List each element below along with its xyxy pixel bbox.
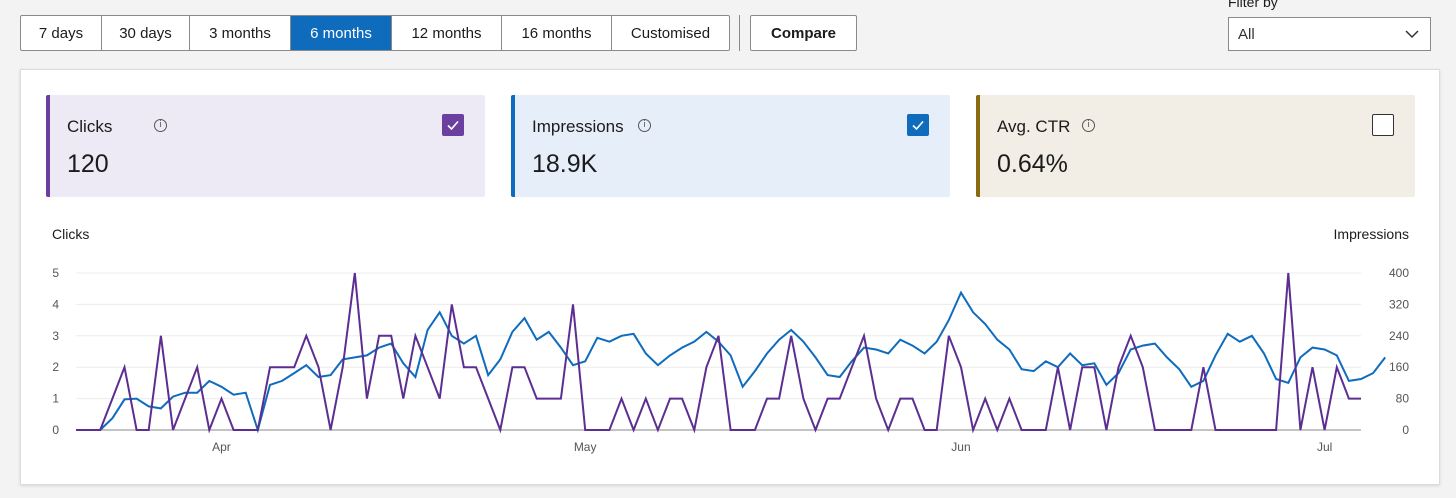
right-tick-label: 0	[1402, 423, 1409, 437]
left-axis-title: Clicks	[52, 226, 90, 242]
left-tick-label: 1	[52, 392, 59, 406]
left-tick-label: 4	[52, 297, 59, 311]
right-tick-label: 400	[1389, 266, 1409, 280]
chevron-down-icon	[1405, 30, 1419, 39]
metric-card-impressions[interactable]: Impressions i 18.9K	[511, 95, 950, 197]
range-option-30-days[interactable]: 30 days	[102, 16, 190, 50]
info-circle-icon[interactable]: i	[154, 119, 167, 132]
range-option-6-months[interactable]: 6 months	[291, 16, 392, 50]
series-line-clicks	[76, 272, 1361, 434]
metric-accent-bar	[511, 95, 515, 197]
metric-card-clicks[interactable]: Clicks i 120	[46, 95, 485, 197]
left-tick-label: 2	[52, 360, 59, 374]
left-tick-label: 3	[52, 329, 59, 343]
range-option-12-months[interactable]: 12 months	[392, 16, 502, 50]
metric-title: Clicks	[67, 117, 113, 136]
range-option-customised[interactable]: Customised	[630, 24, 711, 42]
right-tick-label: 240	[1389, 329, 1409, 343]
checkmark-icon	[912, 120, 924, 131]
x-tick-label: May	[574, 440, 597, 454]
metric-title: Impressions	[532, 117, 624, 136]
range-option-7-days[interactable]: 7 days	[21, 16, 102, 50]
left-tick-label: 5	[52, 266, 59, 280]
filter-value: All	[1238, 25, 1255, 43]
right-tick-label: 320	[1389, 297, 1409, 311]
x-tick-label: Jul	[1317, 440, 1332, 454]
metric-checkbox[interactable]	[907, 114, 929, 136]
right-axis-title: Impressions	[1333, 226, 1409, 242]
metric-accent-bar	[46, 95, 50, 197]
metric-checkbox[interactable]	[1372, 114, 1394, 136]
metric-value: 120	[67, 150, 109, 178]
performance-chart: 0 0 1 80 2 160 3 240 4 320 5 400 Apr May Jun Jul	[52, 266, 1410, 454]
right-tick-label: 80	[1396, 392, 1410, 406]
info-circle-icon[interactable]: i	[638, 119, 651, 132]
metric-value: 0.64%	[997, 150, 1068, 178]
metric-accent-bar	[976, 95, 980, 197]
metric-checkbox[interactable]	[442, 114, 464, 136]
compare-button[interactable]: Compare	[750, 15, 857, 51]
range-option-16-months[interactable]: 16 months	[502, 16, 612, 50]
info-circle-icon[interactable]: i	[1082, 119, 1095, 132]
x-tick-label: Jun	[951, 440, 970, 454]
date-range-selector: 7 days 30 days 3 months 6 months 12 months 16…	[20, 15, 730, 51]
checkmark-icon	[447, 120, 459, 131]
x-tick-label: Apr	[212, 440, 231, 454]
metric-title: Avg. CTR	[997, 117, 1071, 136]
right-tick-label: 160	[1389, 360, 1409, 374]
filter-label: Filter by	[1228, 0, 1278, 10]
metric-value: 18.9K	[532, 150, 598, 178]
range-option-3-months[interactable]: 3 months	[190, 16, 291, 50]
left-tick-label: 0	[52, 423, 59, 437]
toolbar-divider	[739, 15, 740, 51]
series-line-impressions	[76, 290, 1386, 434]
metric-card-avg-ctr[interactable]: Avg. CTR i 0.64%	[976, 95, 1415, 197]
filter-dropdown[interactable]: All	[1228, 17, 1431, 51]
performance-panel: Clicks i 120 Impressions i 18.9K Avg. CT…	[20, 69, 1440, 485]
